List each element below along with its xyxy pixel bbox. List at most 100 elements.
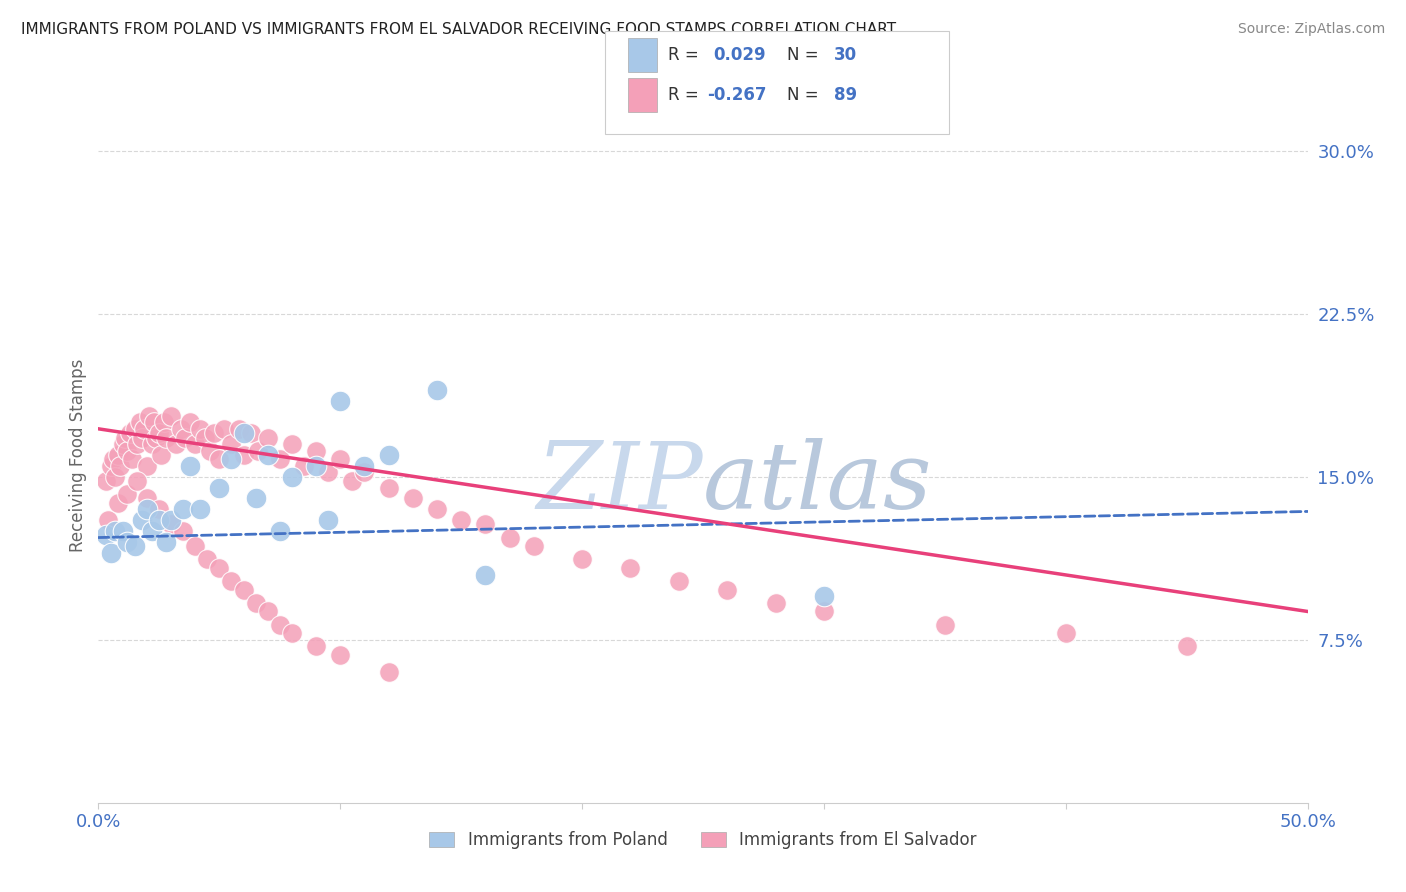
- Point: [148, 513, 170, 527]
- Point: [232, 582, 254, 597]
- Point: [329, 452, 352, 467]
- Point: [208, 561, 231, 575]
- Point: [117, 443, 139, 458]
- Point: [104, 469, 127, 483]
- Point: [145, 430, 167, 444]
- Point: [377, 481, 399, 495]
- Point: [94, 474, 117, 488]
- Point: [353, 466, 375, 480]
- Point: [155, 430, 177, 444]
- Point: [143, 415, 166, 429]
- Point: [97, 513, 120, 527]
- Point: [813, 605, 835, 619]
- Point: [184, 437, 207, 451]
- Point: [1175, 639, 1198, 653]
- Point: [135, 502, 157, 516]
- Point: [934, 617, 956, 632]
- Point: [305, 443, 328, 458]
- Point: [256, 430, 278, 444]
- Point: [305, 639, 328, 653]
- Point: [269, 524, 291, 538]
- Y-axis label: Receiving Food Stamps: Receiving Food Stamps: [69, 359, 87, 551]
- Point: [221, 452, 243, 467]
- Point: [174, 430, 197, 444]
- Point: [316, 466, 339, 480]
- Point: [100, 546, 122, 560]
- Point: [148, 502, 170, 516]
- Point: [668, 574, 690, 588]
- Point: [160, 409, 183, 423]
- Point: [269, 617, 291, 632]
- Point: [474, 567, 496, 582]
- Point: [281, 626, 304, 640]
- Point: [104, 524, 127, 538]
- Text: 30: 30: [834, 46, 856, 64]
- Point: [131, 430, 153, 444]
- Point: [179, 458, 201, 473]
- Point: [204, 426, 226, 441]
- Point: [101, 452, 124, 467]
- Point: [118, 426, 141, 441]
- Point: [228, 422, 250, 436]
- Point: [188, 502, 211, 516]
- Point: [426, 383, 449, 397]
- Point: [94, 528, 117, 542]
- Point: [127, 474, 149, 488]
- Point: [155, 534, 177, 549]
- Point: [165, 437, 187, 451]
- Point: [245, 491, 267, 506]
- Point: [108, 458, 131, 473]
- Text: IMMIGRANTS FROM POLAND VS IMMIGRANTS FROM EL SALVADOR RECEIVING FOOD STAMPS CORR: IMMIGRANTS FROM POLAND VS IMMIGRANTS FRO…: [21, 22, 896, 37]
- Point: [141, 524, 163, 538]
- Text: ZIP: ZIP: [536, 438, 703, 528]
- Point: [619, 561, 641, 575]
- Point: [138, 409, 160, 423]
- Text: atlas: atlas: [703, 438, 932, 528]
- Point: [148, 426, 170, 441]
- Point: [247, 443, 270, 458]
- Point: [131, 513, 153, 527]
- Point: [208, 481, 231, 495]
- Text: -0.267: -0.267: [707, 87, 766, 104]
- Point: [269, 452, 291, 467]
- Point: [813, 589, 835, 603]
- Point: [124, 539, 146, 553]
- Point: [765, 596, 787, 610]
- Point: [135, 491, 157, 506]
- Point: [329, 648, 352, 662]
- Point: [107, 448, 129, 462]
- Text: R =: R =: [668, 87, 704, 104]
- Point: [160, 513, 183, 527]
- Point: [124, 422, 146, 436]
- Point: [135, 458, 157, 473]
- Point: [111, 524, 134, 538]
- Point: [195, 552, 218, 566]
- Point: [450, 513, 472, 527]
- Point: [221, 574, 243, 588]
- Point: [245, 596, 267, 610]
- Point: [134, 422, 156, 436]
- Point: [426, 502, 449, 516]
- Text: Source: ZipAtlas.com: Source: ZipAtlas.com: [1237, 22, 1385, 37]
- Text: R =: R =: [668, 46, 704, 64]
- Text: 89: 89: [834, 87, 856, 104]
- Point: [281, 437, 304, 451]
- Point: [256, 605, 278, 619]
- Point: [281, 469, 304, 483]
- Legend: Immigrants from Poland, Immigrants from El Salvador: Immigrants from Poland, Immigrants from …: [420, 822, 986, 857]
- Point: [239, 426, 262, 441]
- Point: [117, 534, 139, 549]
- Point: [172, 502, 194, 516]
- Point: [169, 422, 191, 436]
- Point: [194, 430, 217, 444]
- Point: [114, 430, 136, 444]
- Point: [716, 582, 738, 597]
- Point: [232, 448, 254, 462]
- Point: [1054, 626, 1077, 640]
- Point: [523, 539, 546, 553]
- Point: [111, 437, 134, 451]
- Point: [172, 524, 194, 538]
- Point: [152, 415, 174, 429]
- Point: [474, 517, 496, 532]
- Point: [179, 415, 201, 429]
